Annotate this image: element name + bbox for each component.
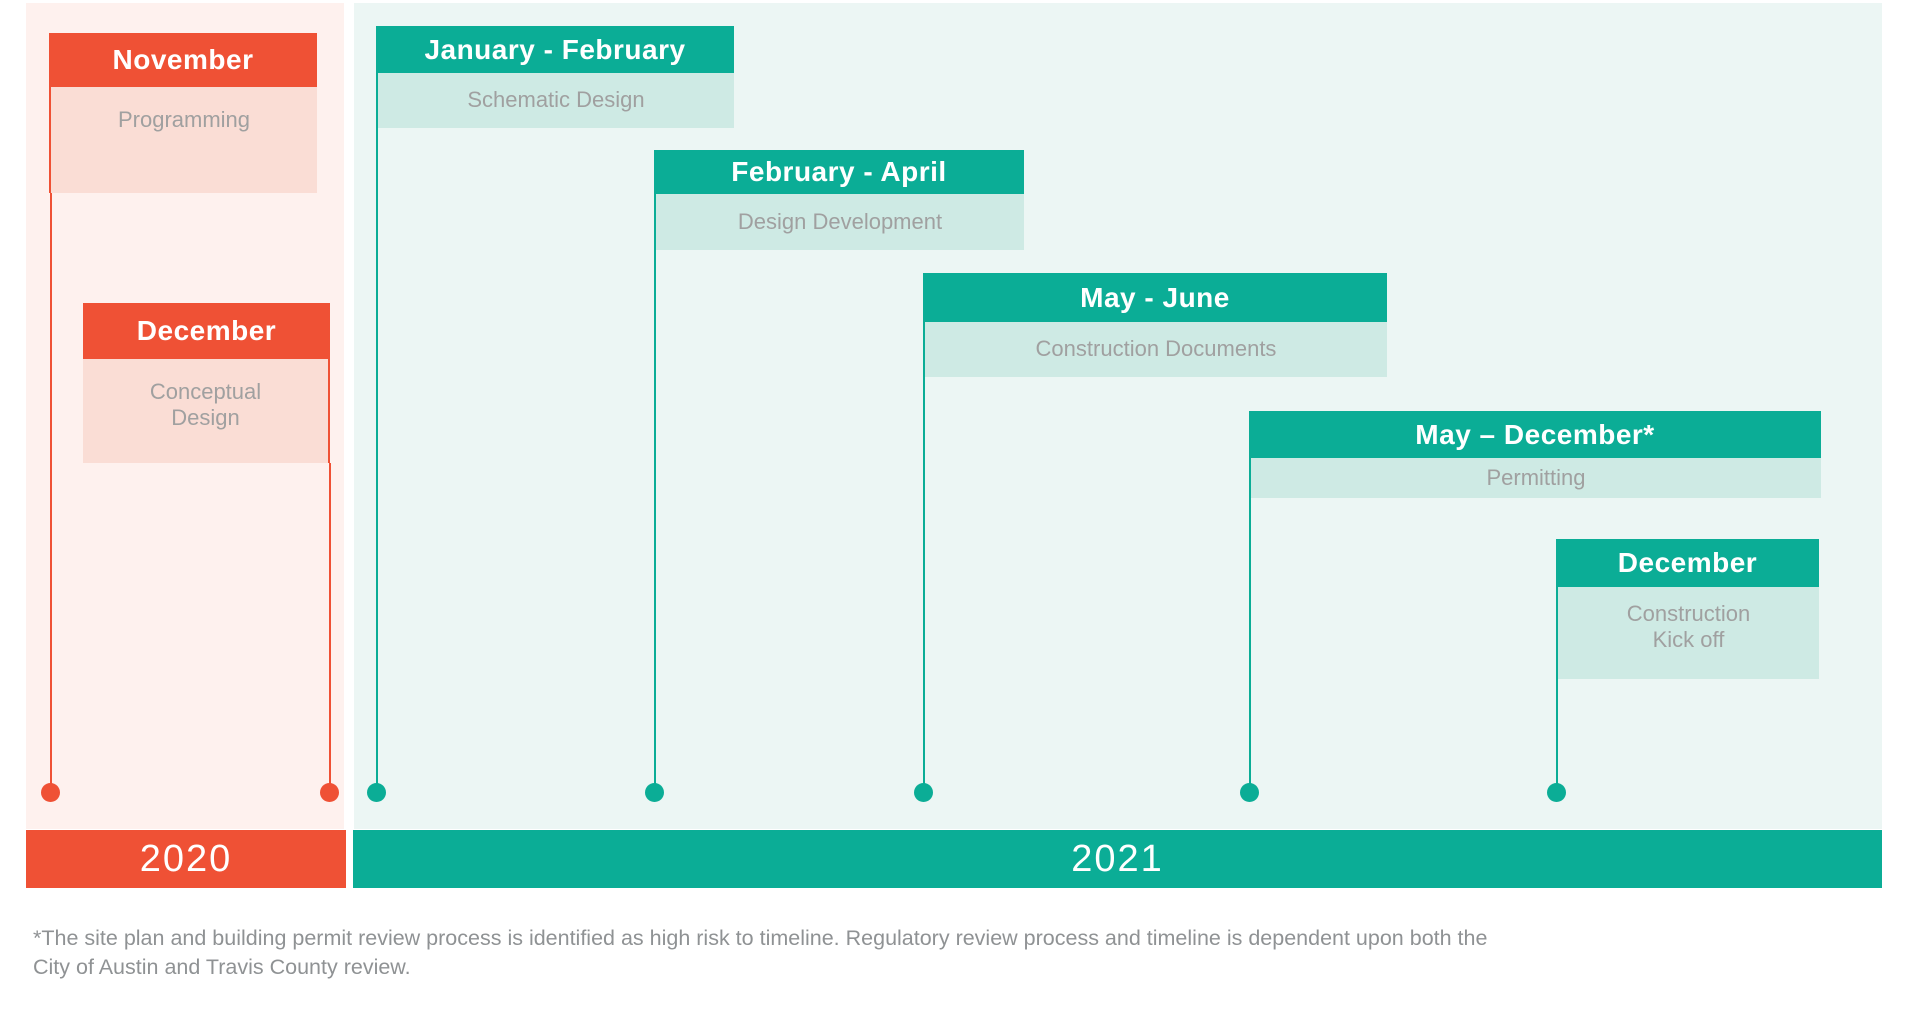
event-phase-label: Construction Documents	[1035, 336, 1277, 362]
event-month-header: January - February	[376, 26, 734, 73]
event-box-jan-feb-2021: January - February Schematic Design	[376, 26, 734, 128]
event-phase-panel: Programming	[49, 87, 317, 193]
event-phase-panel: Conceptual Design	[83, 359, 330, 463]
event-phase-panel: Construction Documents	[923, 322, 1387, 377]
timeline-stem-december-2021	[1556, 679, 1558, 792]
timeline-dot-may-june	[914, 783, 933, 802]
year-bar-2021: 2021	[353, 830, 1882, 888]
year-bar-2020: 2020	[26, 830, 346, 888]
event-phase-panel: Design Development	[654, 194, 1024, 250]
event-month-header: December	[83, 303, 330, 359]
timeline-dot-december-2021	[1547, 783, 1566, 802]
event-phase-label: Programming	[117, 107, 251, 132]
timeline-stem-jan-feb	[376, 128, 378, 792]
event-phase-panel: Schematic Design	[376, 73, 734, 128]
event-phase-label: Permitting	[1486, 464, 1586, 490]
event-month-header: May – December*	[1249, 411, 1821, 458]
timeline-dot-jan-feb	[367, 783, 386, 802]
event-month-header: May - June	[923, 273, 1387, 322]
event-phase-panel: Construction Kick off	[1556, 587, 1819, 679]
event-phase-label: Schematic Design	[467, 87, 645, 113]
timeline-stem-november	[50, 193, 52, 792]
event-phase-label: Design Development	[737, 208, 943, 234]
timeline-dot-may-dec	[1240, 783, 1259, 802]
event-phase-label: Construction Kick off	[1626, 601, 1751, 653]
footnote-text: *The site plan and building permit revie…	[33, 926, 1488, 980]
timeline-stem-december-2020	[329, 463, 331, 792]
timeline-stem-may-june	[923, 377, 925, 792]
event-box-november-2020: November Programming	[49, 33, 317, 193]
year-label-2021: 2021	[1071, 837, 1164, 880]
event-box-december-2020: December Conceptual Design	[83, 303, 330, 463]
event-month-header: February - April	[654, 150, 1024, 194]
timeline-dot-november	[41, 783, 60, 802]
event-phase-label: Conceptual Design	[149, 379, 262, 431]
timeline-stem-feb-apr	[654, 250, 656, 792]
event-box-feb-apr-2021: February - April Design Development	[654, 150, 1024, 250]
event-box-may-dec-2021: May – December* Permitting	[1249, 411, 1821, 498]
event-box-may-june-2021: May - June Construction Documents	[923, 273, 1387, 377]
event-phase-panel: Permitting	[1249, 458, 1821, 498]
year-label-2020: 2020	[139, 837, 233, 880]
timeline-stem-may-dec	[1249, 498, 1251, 792]
timeline-dot-december-2020	[320, 783, 339, 802]
event-month-header: November	[49, 33, 317, 87]
event-box-december-2021: December Construction Kick off	[1556, 539, 1819, 679]
timeline-dot-feb-apr	[645, 783, 664, 802]
event-month-header: December	[1556, 539, 1819, 587]
